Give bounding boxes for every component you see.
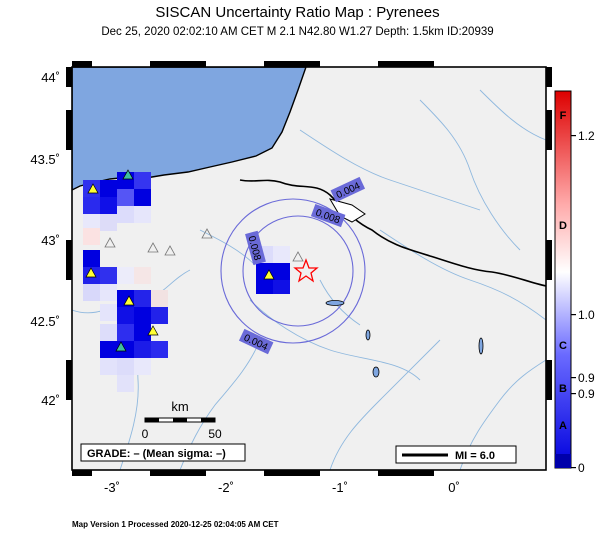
- station-triangle-inactive: [164, 245, 176, 256]
- lat-tick-label: 42.5˚: [30, 314, 60, 329]
- station-triangle-active: [87, 183, 99, 194]
- lon-tick-label: -3˚: [104, 480, 120, 495]
- mi-legend-text: MI = 6.0: [455, 450, 495, 462]
- colorbar-category: D: [559, 220, 567, 232]
- lat-tick-label: 43˚: [41, 233, 60, 248]
- border-spain-france: [239, 179, 546, 287]
- colorbar-category: B: [559, 383, 567, 395]
- colorbar-value: 0.9: [578, 371, 595, 385]
- colorbar-value: 1.2: [578, 129, 595, 143]
- station-triangle-active: [85, 267, 97, 278]
- lon-tick-label: -1˚: [332, 480, 348, 495]
- lon-tick-label: 0˚: [448, 480, 460, 495]
- grade-box: [80, 443, 246, 462]
- lon-tick-label: -2˚: [218, 480, 234, 495]
- grade-text: GRADE: – (Mean sigma: –): [87, 448, 226, 460]
- stations: [85, 169, 304, 352]
- station-triangle-inactive: [292, 251, 304, 262]
- contour-outer: [220, 198, 366, 344]
- colorbar-bottom: [555, 454, 571, 468]
- contour-inner: [242, 215, 354, 327]
- colorbar-ticks: [571, 135, 576, 469]
- station-triangle-inactive: [104, 237, 116, 248]
- colorbar-category: F: [560, 110, 567, 122]
- uncertainty-contours: [220, 198, 366, 344]
- station-triangle-active: [122, 169, 134, 180]
- lat-tick-label: 44˚: [41, 70, 60, 85]
- colorbar-category: C: [559, 340, 567, 352]
- footer-processed: Map Version 1 Processed 2020-12-25 02:04…: [72, 520, 279, 529]
- colorbar-category: A: [559, 420, 567, 432]
- station-triangle-inactive: [147, 242, 159, 253]
- scale-unit: km: [171, 399, 188, 414]
- epicenter-star: [293, 258, 319, 283]
- colorbar: [554, 90, 572, 469]
- scale-min: 0: [142, 427, 149, 441]
- event-info: Dec 25, 2020 02:02:10 AM CET M 2.1 N42.8…: [101, 26, 494, 38]
- station-triangle-active: [147, 325, 159, 336]
- scale-max: 50: [208, 427, 222, 441]
- map-title: SISCAN Uncertainty Ratio Map : Pyrenees: [155, 4, 440, 21]
- colorbar-value: 0.9: [578, 387, 595, 401]
- station-triangle-inactive: [201, 228, 213, 239]
- colorbar-value: 0: [578, 461, 585, 475]
- station-triangle-active: [263, 269, 275, 280]
- lat-tick-label: 43.5˚: [30, 152, 60, 167]
- scale-bar: km 0 50: [142, 399, 222, 441]
- lat-tick-label: 42˚: [41, 393, 60, 408]
- mi-legend-box: [395, 445, 517, 464]
- frame-ticks: [66, 61, 552, 476]
- station-triangle-active: [123, 295, 135, 306]
- reservoirs: [325, 300, 484, 378]
- colorbar-value: 1.0: [578, 308, 595, 322]
- uncertainty-grid-cells: [83, 172, 290, 392]
- station-triangle-active: [115, 341, 127, 352]
